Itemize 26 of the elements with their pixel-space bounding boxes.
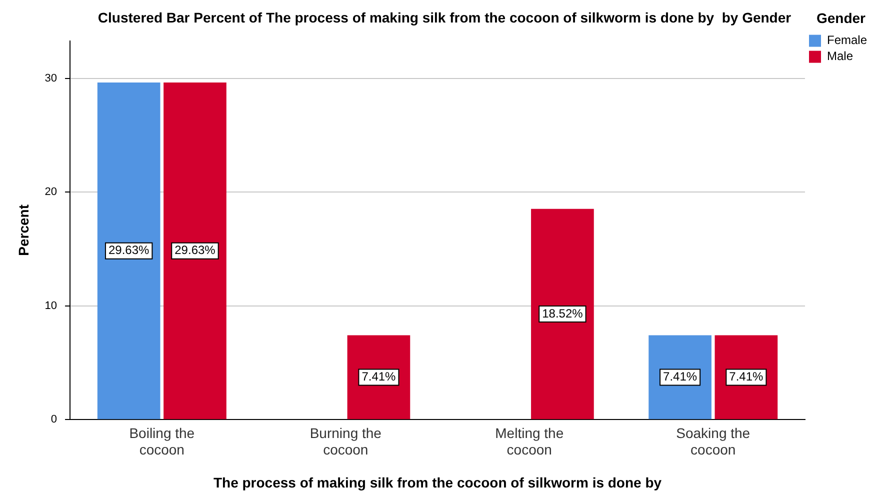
bar [97,82,160,420]
bar [164,82,226,420]
y-tick-label: 0 [50,414,58,426]
legend-label: Female [826,33,868,48]
y-tick-label: 30 [44,72,58,84]
data-label: 7.41% [362,370,396,384]
x-tick-label: Soaking the cocoon [676,424,750,458]
x-tick-label: Boiling the cocoon [129,424,195,458]
bar [648,335,712,420]
chart-title: Clustered Bar Percent of The process of making silk from the cocoon of silkworm is done by by Gender [98,9,792,26]
data-label: 29.63% [174,243,216,258]
x-axis-title: The process of making silk from the cocoon of silkworm is done by [213,474,662,490]
data-label: 29.63% [108,243,150,258]
y-axis-title: Percent [15,204,32,256]
data-label: 7.41% [663,370,698,384]
bar [347,335,410,420]
legend-title: Gender [816,10,866,26]
y-tick-label: 10 [44,300,58,312]
y-tick-label: 20 [44,186,58,198]
data-label: 18.52% [542,306,584,320]
x-tick-label: Burning the cocoon [310,424,382,458]
legend-label: Male [826,49,854,64]
x-tick-label: Melting the cocoon [495,424,564,458]
bar [531,208,594,420]
data-label: 7.41% [729,370,764,384]
bar [714,335,778,420]
